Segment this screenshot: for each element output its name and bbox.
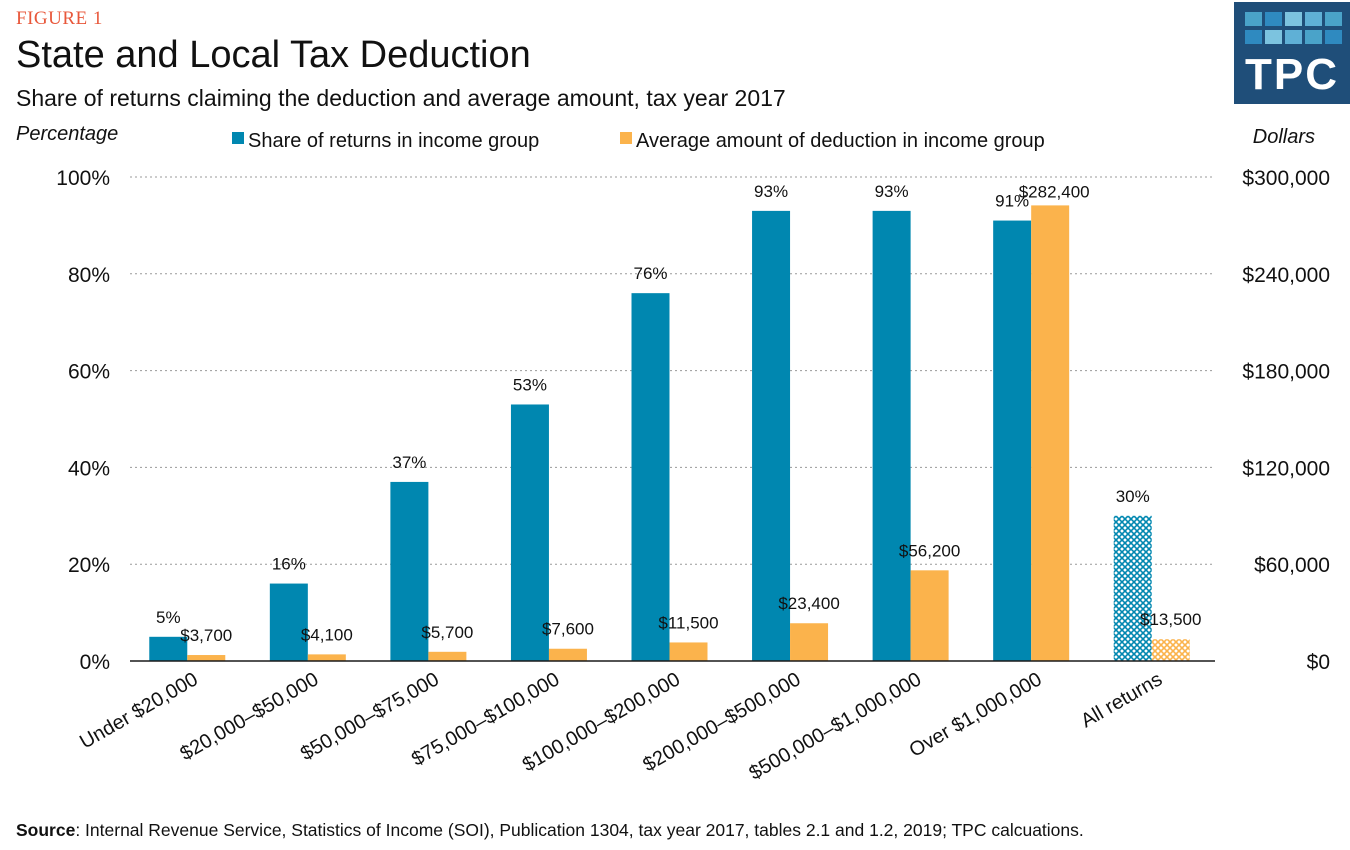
data-label-share: 16% (272, 555, 306, 574)
source-label: Source (16, 820, 76, 840)
logo-square (1325, 12, 1342, 26)
bar-share (510, 404, 549, 661)
left-tick-label: 0% (80, 651, 110, 674)
data-label-share: 76% (633, 264, 667, 283)
logo-square (1245, 30, 1262, 44)
logo-square (1305, 30, 1322, 44)
bar-share (390, 481, 429, 661)
right-tick-label: $180,000 (1242, 361, 1330, 384)
bar-share (149, 636, 188, 661)
bar-amount (1031, 205, 1070, 662)
bar-share (631, 293, 670, 661)
logo-square (1325, 30, 1342, 44)
bar-amount (1151, 639, 1190, 661)
axis-labels: Percentage Dollars (16, 123, 1315, 148)
category-label: All returns (1077, 668, 1166, 732)
bar-share (872, 210, 911, 661)
bar-share (752, 210, 791, 661)
category-label: Under $20,000 (76, 668, 202, 753)
left-tick-label: 100% (56, 167, 110, 190)
figure-label: FIGURE 1 (16, 8, 103, 29)
source-text: : Internal Revenue Service, Statistics o… (75, 820, 1084, 840)
logo-text: TPC (1245, 50, 1339, 99)
data-label-share: 93% (875, 182, 909, 201)
data-label-share: 30% (1116, 487, 1150, 506)
data-label-amount: $23,400 (778, 594, 839, 613)
right-tick-label: $0 (1307, 651, 1330, 674)
data-label-share: 37% (392, 453, 426, 472)
bar-share (269, 583, 308, 661)
data-label-amount: $5,700 (421, 623, 473, 642)
logo-square (1285, 30, 1302, 44)
data-label-share: 53% (513, 375, 547, 394)
left-tick-label: 20% (68, 554, 110, 577)
category-label: Over $1,000,000 (906, 668, 1046, 762)
left-axis-ticks: 0% 20% 40% 60% 80% 100% (56, 167, 110, 674)
right-tick-label: $60,000 (1254, 554, 1330, 577)
bars (149, 205, 1190, 662)
right-tick-label: $300,000 (1242, 167, 1330, 190)
right-axis-ticks: $0 $60,000 $120,000 $180,000 $240,000 $300,00… (1242, 167, 1330, 674)
data-label-share: 91% (995, 192, 1029, 211)
right-axis-title: Dollars (1253, 126, 1315, 148)
bar-amount (428, 651, 467, 661)
right-tick-label: $120,000 (1242, 457, 1330, 480)
legend-label-share: Share of returns in income group (248, 130, 539, 152)
chart-title: State and Local Tax Deduction (16, 34, 531, 76)
bar-amount (910, 570, 949, 661)
left-axis-title: Percentage (16, 123, 118, 145)
chart-subtitle: Share of returns claiming the deduction … (16, 85, 786, 111)
logo-square (1305, 12, 1322, 26)
gridlines (130, 176, 1215, 565)
data-label-share: 5% (156, 608, 181, 627)
data-label-amount: $282,400 (1019, 182, 1090, 201)
logo-square (1265, 30, 1282, 44)
logo-square (1285, 12, 1302, 26)
bar-amount (187, 655, 226, 661)
bar-labels: 5%$3,700 16% $4,100 37% $5,700 53% $7,600 76% $1… (156, 182, 1201, 645)
data-label-share: 93% (754, 182, 788, 201)
legend-label-amount: Average amount of deduction in income gr… (636, 130, 1045, 152)
bar-amount (548, 648, 587, 661)
legend-swatch-share (232, 132, 244, 144)
bar-share (1113, 515, 1152, 661)
data-label-amount: $13,500 (1140, 610, 1201, 629)
right-tick-label: $240,000 (1242, 264, 1330, 287)
category-labels: Under $20,000$20,000–$50,000$50,000–$75,… (76, 668, 1166, 784)
logo-square (1245, 12, 1262, 26)
source-note: Source: Internal Revenue Service, Statis… (16, 820, 1084, 841)
bar-amount (669, 642, 708, 661)
left-tick-label: 80% (68, 264, 110, 287)
bar-amount (790, 623, 829, 661)
data-label-amount: $7,600 (542, 620, 594, 639)
logo-square (1265, 12, 1282, 26)
legend: Share of returns in income group Average… (232, 130, 1045, 152)
data-label-amount: $56,200 (899, 541, 960, 560)
data-label-amount: $4,100 (301, 625, 353, 644)
legend-swatch-amount (620, 132, 632, 144)
tpc-logo: TPC (1234, 2, 1350, 104)
bar-share (993, 220, 1032, 661)
bar-chart: Percentage Dollars Share of returns in i… (16, 123, 1330, 785)
data-label-amount: $3,700 (180, 626, 232, 645)
data-label-amount: $11,500 (658, 613, 718, 632)
bar-amount (307, 654, 346, 661)
left-tick-label: 40% (68, 457, 110, 480)
left-tick-label: 60% (68, 361, 110, 384)
